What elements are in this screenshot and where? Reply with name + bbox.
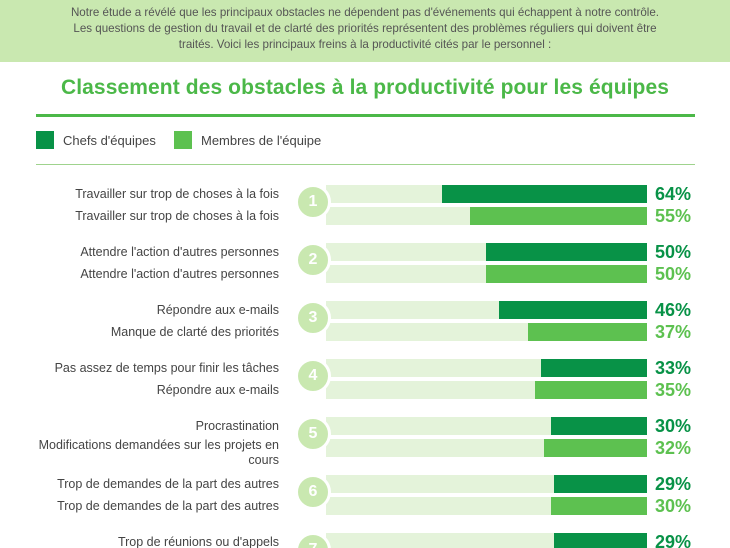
rank-badge: 4: [295, 358, 331, 394]
bar-leaders: [442, 185, 647, 203]
legend-divider: [36, 164, 695, 165]
data-label-leaders: 46%: [655, 300, 692, 320]
title-divider: [36, 114, 695, 117]
data-label-members: 35%: [655, 380, 692, 400]
data-label-members: 37%: [655, 322, 692, 342]
bar-group-1: Travailler sur trop de choses à la fois 6…: [0, 181, 730, 226]
bar-leaders: [486, 243, 647, 261]
bar-track-leaders: [326, 301, 647, 319]
bar-track-leaders: [326, 359, 647, 377]
row-label-leaders: Pas assez de temps pour finir les tâches: [54, 360, 279, 375]
legend-item-leaders: Chefs d'équipes: [36, 131, 156, 149]
row-label-leaders: Répondre aux e-mails: [156, 302, 279, 317]
bar-members: [528, 323, 647, 341]
row-label-members: Répondre aux e-mails: [156, 382, 279, 397]
bar-group-3: Répondre aux e-mails 46% Manque de clarté …: [0, 297, 730, 342]
bar-group-4: Pas assez de temps pour finir les tâches…: [0, 355, 730, 400]
rank-badge: 1: [295, 184, 331, 220]
bar-track-members: [326, 207, 647, 225]
data-label-members: 50%: [655, 264, 692, 284]
bar-group-5: Procrastination 30% Modifications demandée…: [0, 413, 730, 467]
row-label-leaders: Trop de demandes de la part des autres: [57, 476, 279, 491]
bar-group-6: Trop de demandes de la part des autres 29…: [0, 471, 730, 516]
data-label-leaders: 29%: [655, 532, 692, 548]
bar-track-members: [326, 497, 647, 515]
rank-badge: 5: [295, 416, 331, 452]
bar-members: [535, 381, 647, 399]
data-label-leaders: 30%: [655, 416, 692, 436]
legend-item-members: Membres de l'équipe: [174, 131, 321, 149]
bar-leaders: [551, 417, 647, 435]
bar-track-leaders: [326, 417, 647, 435]
row-label-members: Travailler sur trop de choses à la fois: [75, 208, 279, 223]
bar-members: [544, 439, 647, 457]
row-label-leaders: Travailler sur trop de choses à la fois: [75, 186, 279, 201]
bar-leaders: [554, 533, 647, 548]
data-label-leaders: 50%: [655, 242, 692, 262]
bar-track-leaders: [326, 243, 647, 261]
legend-swatch-leaders: [36, 131, 54, 149]
row-label-leaders: Attendre l'action d'autres personnes: [80, 244, 279, 259]
bar-track-leaders: [326, 185, 647, 203]
row-label-members: Modifications demandées sur les projets …: [38, 438, 279, 467]
bar-leaders: [554, 475, 647, 493]
row-label-members: Trop de demandes de la part des autres: [57, 498, 279, 513]
bar-track-members: [326, 323, 647, 341]
legend-label-members: Membres de l'équipe: [201, 132, 322, 148]
legend-label-leaders: Chefs d'équipes: [63, 132, 156, 148]
row-label-members: Attendre l'action d'autres personnes: [80, 266, 279, 281]
bar-members: [486, 265, 647, 283]
bar-track-members: [326, 439, 647, 457]
data-label-leaders: 29%: [655, 474, 692, 494]
bar-track-leaders: [326, 475, 647, 493]
bar-track-members: [326, 265, 647, 283]
row-label-leaders: Procrastination: [195, 418, 279, 433]
data-label-leaders: 64%: [655, 184, 692, 204]
bar-group-2: Attendre l'action d'autres personnes 50% A…: [0, 239, 730, 284]
data-label-members: 55%: [655, 206, 692, 226]
rank-badge: 3: [295, 300, 331, 336]
data-label-members: 32%: [655, 438, 692, 458]
data-label-leaders: 33%: [655, 358, 692, 378]
bar-leaders: [499, 301, 647, 319]
rank-badge: 2: [295, 242, 331, 278]
bar-leaders: [541, 359, 647, 377]
chart-title: Classement des obstacles à la productivi…: [60, 76, 670, 99]
bar-track-leaders: [326, 533, 647, 548]
data-label-members: 30%: [655, 496, 692, 516]
intro-text: Notre étude a révélé que les principaux …: [0, 0, 730, 62]
legend-swatch-members: [174, 131, 192, 149]
rank-badge: 6: [295, 474, 331, 510]
bar-track-members: [326, 381, 647, 399]
row-label-leaders: Trop de réunions ou d'appels: [117, 534, 279, 548]
bar-members: [470, 207, 647, 225]
row-label-members: Manque de clarté des priorités: [110, 324, 279, 339]
bar-members: [551, 497, 647, 515]
